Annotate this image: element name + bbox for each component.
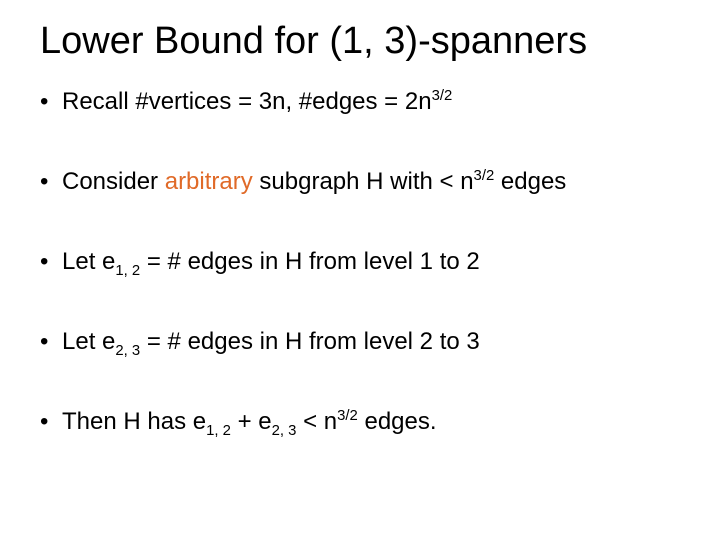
subscript: 1, 2 [206, 423, 231, 439]
bullet-text: = # edges in H from level 1 to 2 [140, 248, 480, 275]
bullet-text: edges. [358, 408, 437, 435]
superscript: 3/2 [432, 88, 453, 104]
subscript: 2, 3 [115, 343, 140, 359]
accent-text: arbitrary [165, 168, 253, 195]
bullet-item: Recall #vertices = 3n, #edges = 2n3/2 [40, 87, 680, 117]
bullet-item: Then H has e1, 2 + e2, 3 < n3/2 edges. [40, 407, 680, 437]
bullet-item: Let e2, 3 = # edges in H from level 2 to… [40, 327, 680, 357]
bullet-item: Consider arbitrary subgraph H with < n3/… [40, 167, 680, 197]
bullet-text: Consider [62, 168, 165, 195]
bullet-text: subgraph H with < n [253, 168, 474, 195]
subscript: 2, 3 [272, 423, 297, 439]
page-title: Lower Bound for (1, 3)-spanners [40, 20, 680, 63]
bullet-text: + e [231, 408, 272, 435]
bullet-text: Let e [62, 328, 115, 355]
bullet-item: Let e1, 2 = # edges in H from level 1 to… [40, 247, 680, 277]
superscript: 3/2 [474, 168, 495, 184]
slide: Lower Bound for (1, 3)-spanners Recall #… [0, 0, 720, 540]
bullet-text: Then H has e [62, 408, 206, 435]
bullet-text: Let e [62, 248, 115, 275]
bullet-list: Recall #vertices = 3n, #edges = 2n3/2 Co… [40, 87, 680, 437]
bullet-text: Recall #vertices = 3n, #edges = 2n [62, 88, 432, 115]
superscript: 3/2 [337, 408, 358, 424]
bullet-text: edges [494, 168, 566, 195]
bullet-text: = # edges in H from level 2 to 3 [140, 328, 480, 355]
bullet-text: < n [296, 408, 337, 435]
subscript: 1, 2 [115, 263, 140, 279]
